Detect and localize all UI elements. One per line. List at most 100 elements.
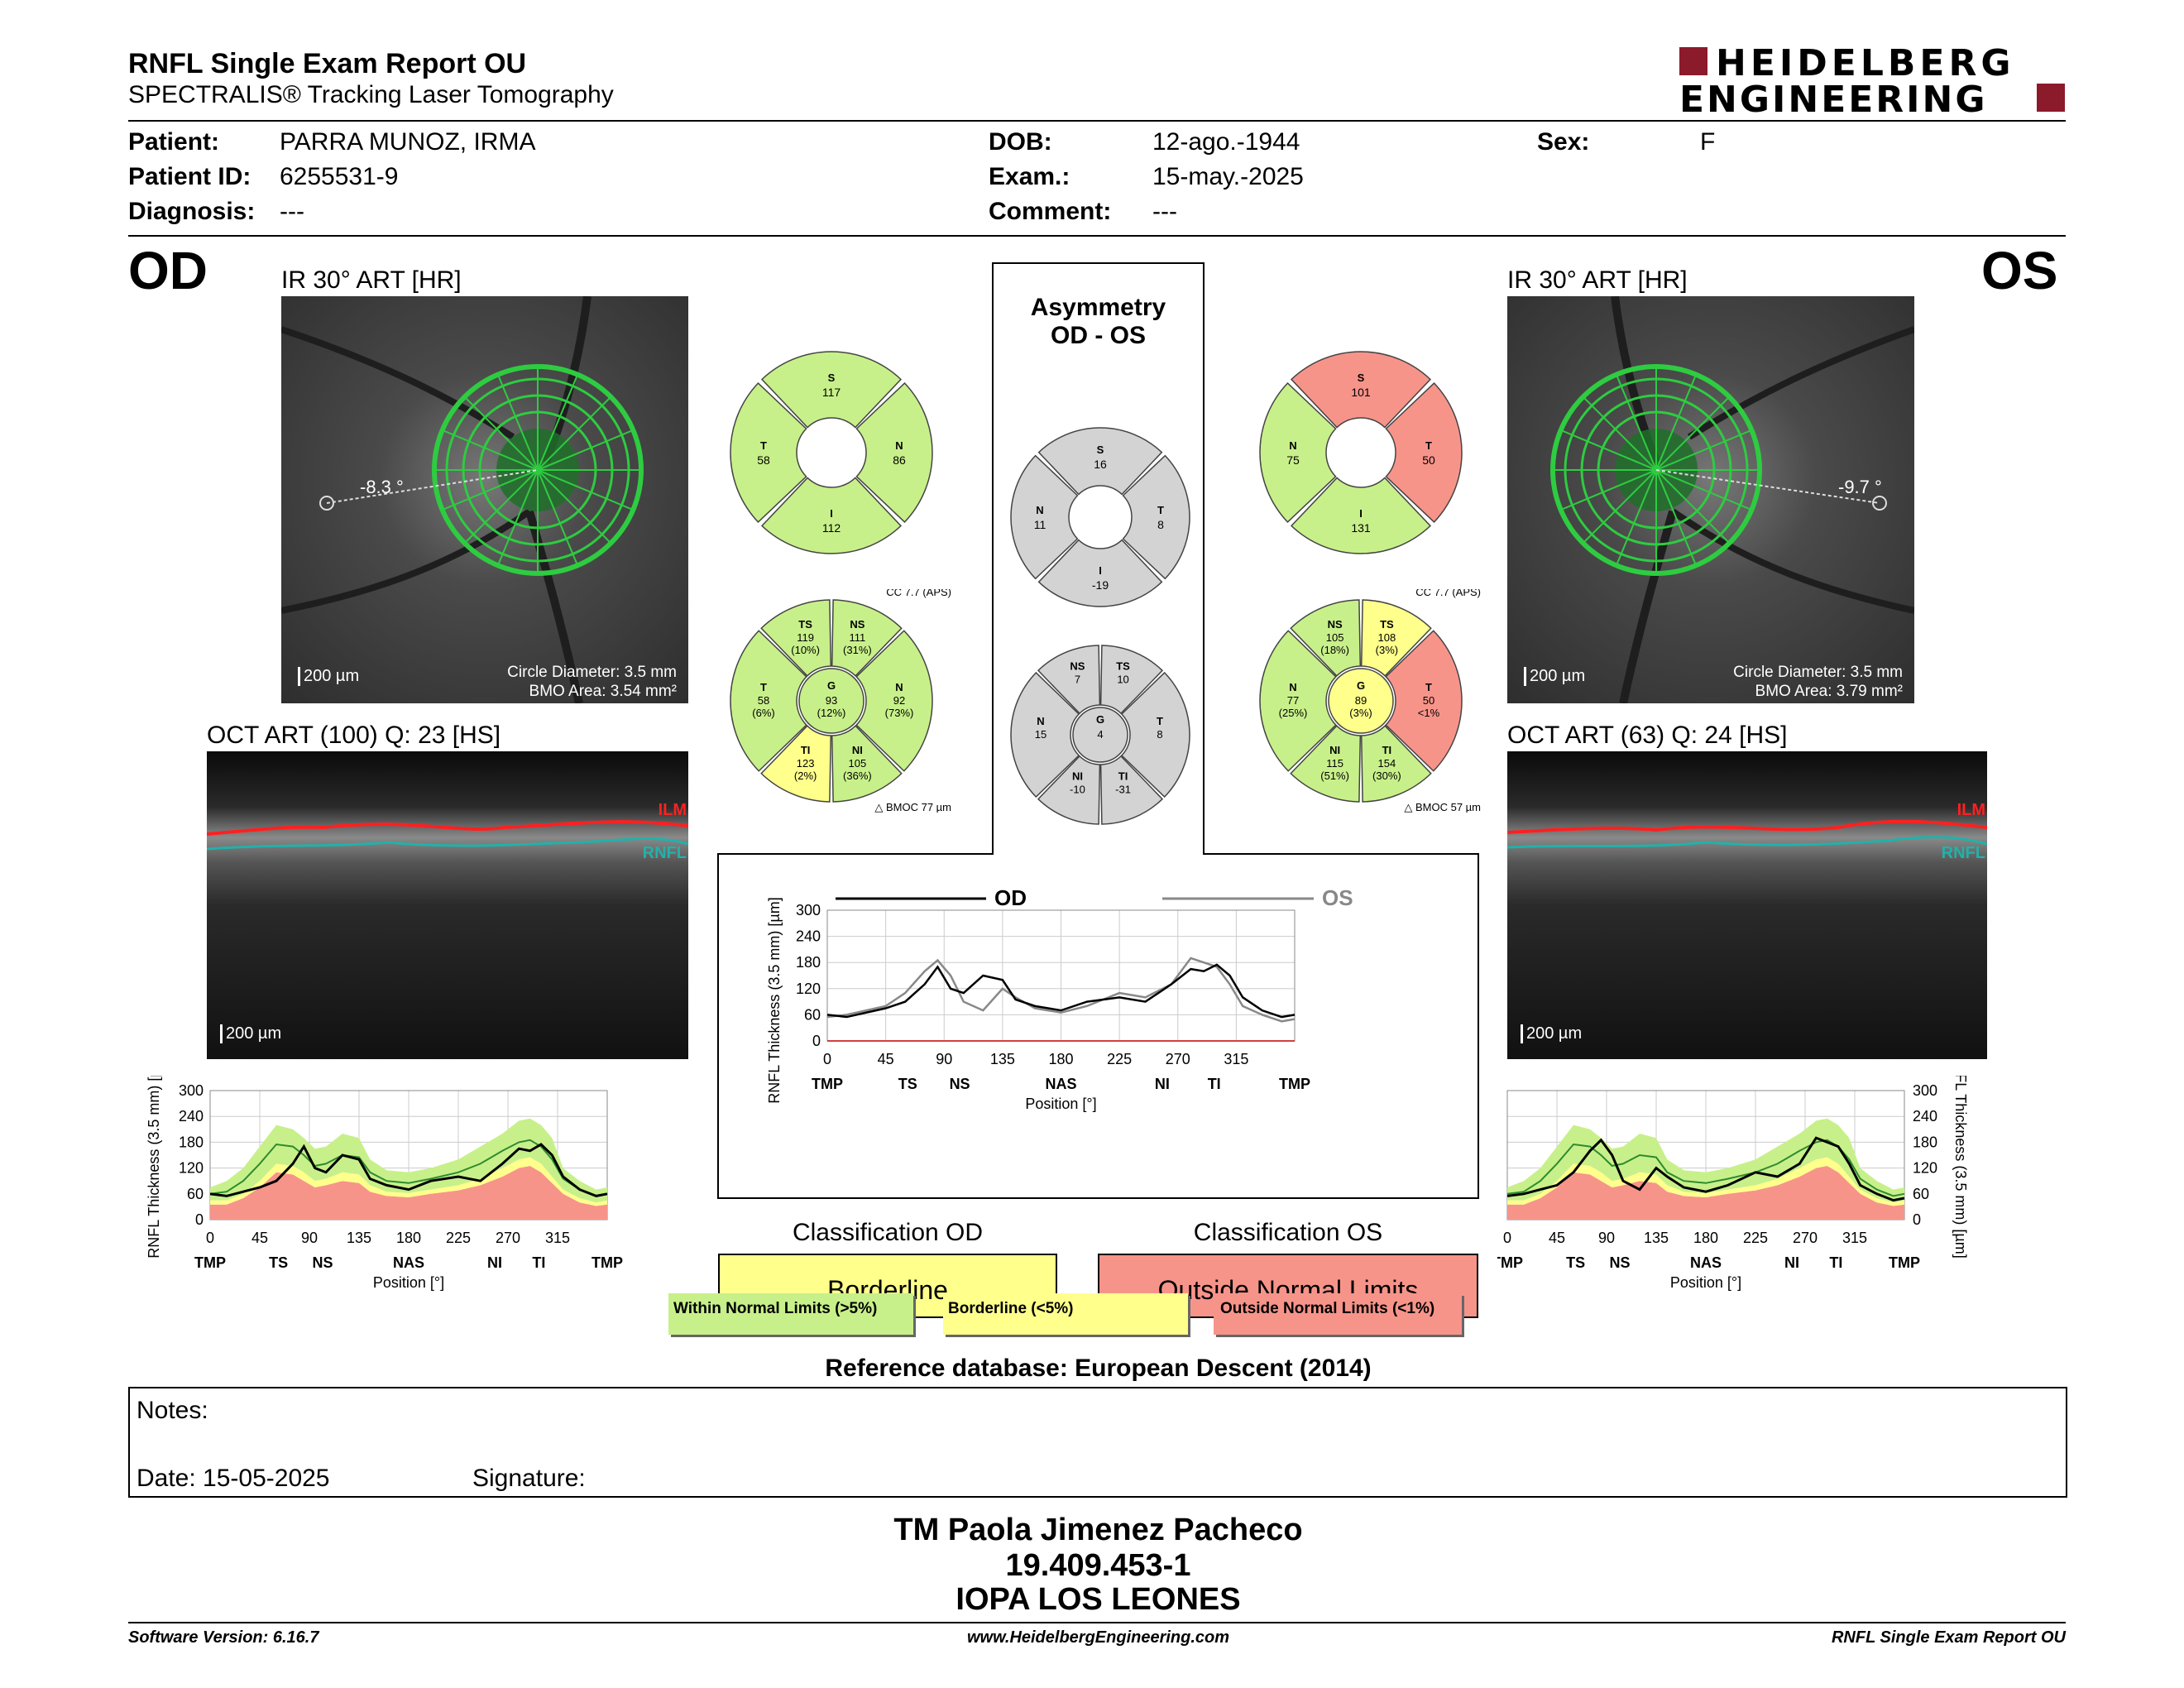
asym-quadrant-pie: S 16 T 8 I-19 N 11 bbox=[1010, 427, 1190, 607]
xtick-270: 270 bbox=[1166, 1051, 1190, 1067]
legend-os-label: OS bbox=[1322, 885, 1353, 910]
normal-mean-line bbox=[1506, 1139, 1905, 1197]
od-sector-t bbox=[730, 630, 807, 772]
od-quadrant-i bbox=[760, 477, 903, 554]
os-sector-t-label: T bbox=[1425, 681, 1432, 693]
diagnosis-value: --- bbox=[280, 198, 304, 225]
sector-label-2: NS bbox=[1609, 1254, 1630, 1271]
od-quadrant-n bbox=[855, 381, 933, 524]
os-cc-label: CC 7.7 (APS) bbox=[1415, 589, 1481, 598]
os-sector-t-value-1: <1% bbox=[1418, 707, 1440, 719]
notes-box[interactable]: Notes: Date: 15-05-2025 Signature: bbox=[128, 1387, 2067, 1498]
os-fundus-overlay bbox=[1550, 296, 1914, 703]
od-oct-image: ILM RNFL 200 µm bbox=[207, 751, 688, 1059]
asym-sector-ns-value-0: 7 bbox=[1075, 673, 1080, 685]
sector-label-4: NI bbox=[1784, 1254, 1799, 1271]
os-ilm-label: ILM bbox=[1956, 801, 1985, 819]
od-quadrant-n-label: N bbox=[895, 439, 903, 452]
xtick-45: 45 bbox=[878, 1051, 894, 1067]
notes-signature: Signature: bbox=[472, 1465, 586, 1492]
od-sector-ti-value-1: (2%) bbox=[794, 770, 817, 782]
logo-square-bottom bbox=[2037, 84, 2065, 112]
ytick-120: 120 bbox=[796, 981, 821, 997]
report-subtitle: SPECTRALIS® Tracking Laser Tomography bbox=[128, 81, 614, 108]
od-rnfl-label: RNFL bbox=[642, 844, 687, 862]
os-quadrant-i-label: I bbox=[1359, 507, 1363, 520]
legend-borderline: Borderline (<5%) bbox=[943, 1293, 1188, 1335]
xtick-315: 315 bbox=[545, 1230, 570, 1246]
footer-rule bbox=[128, 1622, 2066, 1623]
xtick-315: 315 bbox=[1224, 1051, 1248, 1067]
ytick-240: 240 bbox=[796, 928, 821, 945]
od-sector-ns-value-1: (31%) bbox=[843, 644, 872, 656]
od-sector-g-value-1: (12%) bbox=[817, 707, 846, 719]
ytick-0: 0 bbox=[812, 1033, 821, 1049]
sector-label-6: TMP bbox=[1889, 1254, 1920, 1271]
asym-quadrant-i bbox=[1037, 539, 1163, 607]
legend-od-label: OD bbox=[994, 885, 1027, 910]
os-sector-ti-label: TI bbox=[1382, 744, 1392, 756]
od-fundus-image: -8.3 ° 200 µm Circle Diameter: 3.5 mm BM… bbox=[281, 296, 688, 703]
sector-label-3: NAS bbox=[1045, 1076, 1076, 1092]
os-quadrant-n-label: N bbox=[1289, 439, 1296, 452]
od-sector-n-value-1: (73%) bbox=[885, 707, 914, 719]
os-quadrant-t-value: 50 bbox=[1422, 453, 1435, 467]
os-eye-label: OS bbox=[1981, 241, 2058, 300]
asym-quadrant-i-label: I bbox=[1099, 564, 1102, 577]
band-normal bbox=[210, 1118, 607, 1203]
xtick-90: 90 bbox=[1598, 1230, 1615, 1246]
footer-website[interactable]: www.HeidelbergEngineering.com bbox=[966, 1628, 1230, 1647]
xtick-135: 135 bbox=[990, 1051, 1015, 1067]
diagnosis-label: Diagnosis: bbox=[128, 198, 256, 225]
os-quadrant-s bbox=[1290, 351, 1432, 429]
asym-quadrant-n-value: 11 bbox=[1034, 518, 1046, 531]
logo-line1: HEIDELBERG bbox=[1716, 42, 2015, 84]
od-sector-t-label: T bbox=[760, 681, 767, 693]
series-os-line bbox=[1506, 1136, 1905, 1202]
xtick-45: 45 bbox=[251, 1230, 268, 1246]
xtick-135: 135 bbox=[1644, 1230, 1669, 1246]
os-sector-pie: TS108(3%)T50<1%TI154(30%)NI115(51%)N77(2… bbox=[1259, 589, 1481, 813]
od-sector-ts-value-0: 119 bbox=[797, 631, 814, 644]
os-angle-label: -9.7 ° bbox=[1838, 477, 1882, 497]
od-tsnit-chart: 0 60 120 180 240 300 0 45 90 135 180 225 270 315 TMP TS… bbox=[146, 1076, 623, 1291]
xtick-180: 180 bbox=[1693, 1230, 1718, 1246]
normal-mean-line bbox=[209, 1139, 608, 1197]
os-sector-ti-value-1: (30%) bbox=[1372, 770, 1401, 782]
asym-sector-ts-label: TS bbox=[1116, 659, 1130, 672]
footer-report: RNFL Single Exam Report OU bbox=[1831, 1628, 2066, 1647]
sex-value: F bbox=[1700, 128, 1716, 156]
xtick-270: 270 bbox=[1793, 1230, 1818, 1246]
sector-label-3: NAS bbox=[1690, 1254, 1722, 1271]
asym-sector-ti bbox=[1099, 755, 1164, 825]
os-sector-g bbox=[1328, 668, 1394, 734]
ytick-60: 60 bbox=[187, 1186, 204, 1202]
asym-sector-n-value-0: 15 bbox=[1035, 728, 1046, 741]
xtick-135: 135 bbox=[347, 1230, 371, 1246]
os-sector-g-value-0: 89 bbox=[1355, 694, 1367, 707]
comparison-chart: 0 60 120 180 240 300 0 45 90 135 180 225 270 315 TMP TS… bbox=[766, 885, 1353, 1112]
exam-label: Exam.: bbox=[989, 163, 1070, 190]
od-sector-ni-label: NI bbox=[852, 744, 863, 756]
asym-quadrant-t-value: 8 bbox=[1157, 518, 1164, 531]
od-quadrant-n-value: 86 bbox=[893, 453, 906, 467]
sector-label-2: NS bbox=[950, 1076, 970, 1092]
asym-sector-n bbox=[1010, 671, 1080, 798]
od-circle-diameter: Circle Diameter: 3.5 mm bbox=[507, 664, 677, 681]
asym-sector-ns bbox=[1037, 645, 1101, 715]
asym-sector-t-value-0: 8 bbox=[1157, 728, 1162, 741]
od-ir-scale: 200 µm bbox=[298, 667, 359, 686]
os-oct-image: ILM RNFL 200 µm bbox=[1507, 751, 1987, 1059]
os-sector-ni-value-0: 115 bbox=[1326, 757, 1343, 770]
os-quadrant-t-label: T bbox=[1425, 439, 1432, 452]
asym-sector-ti-label: TI bbox=[1118, 770, 1128, 783]
od-quadrant-t-label: T bbox=[760, 439, 767, 452]
os-sector-ns-value-1: (18%) bbox=[1320, 644, 1349, 656]
asym-quadrant-n-label: N bbox=[1036, 504, 1043, 516]
cmp-xlabel: Position [°] bbox=[1025, 1096, 1096, 1112]
od-quadrant-s-value: 117 bbox=[822, 386, 841, 399]
asym-sector-ns-label: NS bbox=[1070, 659, 1085, 672]
xtick-45: 45 bbox=[1549, 1230, 1565, 1246]
asym-sector-ts-value-0: 10 bbox=[1117, 673, 1128, 685]
